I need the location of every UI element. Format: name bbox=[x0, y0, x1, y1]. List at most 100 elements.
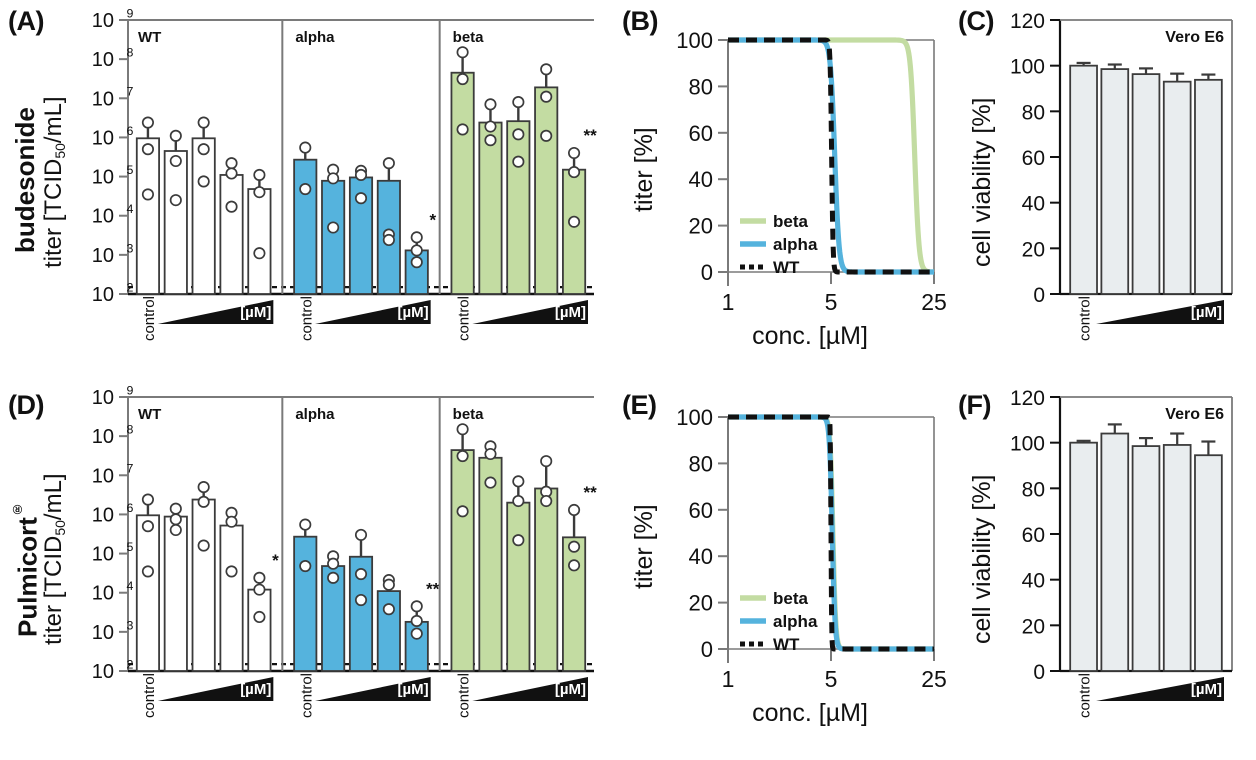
data-point bbox=[327, 557, 340, 570]
x-axis-decoration: control [µM] bbox=[456, 673, 588, 718]
bar bbox=[506, 501, 531, 672]
titer-group-WT: WT bbox=[135, 29, 272, 295]
titer-group-alpha: alpha ** bbox=[293, 406, 440, 672]
titer-group-beta: beta ** bbox=[450, 406, 597, 672]
y-tick-label: 10 9 bbox=[92, 383, 134, 409]
svg-text:10: 10 bbox=[92, 206, 114, 228]
row-title-pulmicort: Pulmicort® bbox=[10, 450, 44, 690]
bar bbox=[562, 168, 587, 295]
bar bbox=[1162, 80, 1192, 295]
data-point bbox=[512, 534, 525, 547]
y-tick-label: 102 bbox=[92, 657, 134, 683]
x-axis-decoration: control [µM] bbox=[456, 296, 588, 341]
x-cat-um: [µM] bbox=[1191, 304, 1222, 321]
data-point bbox=[410, 627, 423, 640]
x-axis-decoration: control [µM] bbox=[298, 296, 431, 341]
x-cat-um: [µM] bbox=[555, 304, 586, 321]
data-point bbox=[169, 523, 182, 537]
panel-a-y-axis-title: titer [TCID50/mL] bbox=[40, 96, 68, 269]
data-point bbox=[382, 603, 395, 616]
panel-e-x-axis-title: conc. [µM] bbox=[752, 699, 868, 727]
data-point bbox=[382, 578, 395, 591]
data-point bbox=[225, 167, 238, 180]
svg-text:6: 6 bbox=[127, 124, 134, 138]
data-point bbox=[197, 175, 210, 188]
data-point bbox=[253, 583, 266, 596]
data-point bbox=[568, 559, 581, 572]
y-tick-label: 10 8 bbox=[92, 423, 134, 449]
bar bbox=[293, 535, 318, 672]
data-point bbox=[484, 134, 497, 147]
bar bbox=[376, 590, 401, 672]
panel-b-x-axis-title: conc. [µM] bbox=[752, 322, 868, 350]
bar bbox=[562, 536, 587, 672]
y-tick-label: 10 6 bbox=[92, 124, 134, 150]
y-tick-label: 10 5 bbox=[92, 540, 134, 566]
group-label-WT: WT bbox=[138, 406, 161, 423]
bar bbox=[534, 86, 559, 295]
y-tick-label: 10 4 bbox=[92, 202, 134, 228]
data-point bbox=[197, 539, 210, 552]
svg-text:10: 10 bbox=[92, 504, 114, 526]
panel-d-y-axis-title: titer [TCID50/mL] bbox=[40, 473, 68, 646]
x-tick-label: 5 bbox=[825, 666, 838, 692]
data-point bbox=[197, 481, 210, 494]
data-point bbox=[540, 90, 553, 103]
data-point bbox=[382, 157, 395, 170]
svg-text:10: 10 bbox=[92, 622, 114, 644]
y-tick-label: 10 3 bbox=[92, 618, 134, 644]
data-point bbox=[327, 571, 340, 584]
data-point bbox=[410, 244, 423, 257]
cell-line-annotation: Vero E6 bbox=[1165, 29, 1224, 46]
panel-letter-c: (C) bbox=[958, 6, 994, 36]
data-point bbox=[197, 495, 210, 508]
data-point bbox=[253, 247, 266, 260]
x-cat-control: control bbox=[141, 296, 158, 341]
bar bbox=[163, 515, 188, 672]
bar bbox=[293, 158, 318, 295]
x-cat-um: [µM] bbox=[398, 304, 429, 321]
svg-text:10: 10 bbox=[92, 426, 114, 448]
data-point bbox=[568, 166, 581, 179]
data-point bbox=[299, 141, 312, 154]
row-title-pulmicort-label: Pulmicort bbox=[12, 517, 43, 638]
bar bbox=[1100, 432, 1130, 672]
data-point bbox=[197, 143, 210, 156]
data-point bbox=[410, 231, 423, 244]
group-label-beta: beta bbox=[453, 406, 485, 423]
significance-marker: ** bbox=[584, 126, 598, 145]
data-point bbox=[540, 494, 553, 508]
bar bbox=[135, 514, 160, 672]
panel-e-plot: 0 20 40 60 80 100 1 5 25 beta alpha WT bbox=[660, 391, 950, 692]
legend-label-WT: WT bbox=[773, 258, 800, 277]
svg-text:3: 3 bbox=[127, 618, 134, 632]
y-tick-label: 10 7 bbox=[92, 85, 134, 111]
panel-c-y-axis-title: cell viability [%] bbox=[968, 97, 996, 268]
y-tick-label: 60 bbox=[689, 498, 713, 523]
data-point bbox=[410, 256, 423, 269]
data-point bbox=[197, 116, 210, 129]
svg-text:10: 10 bbox=[92, 387, 114, 409]
data-point bbox=[141, 493, 154, 506]
panel-b-plot: 0 20 40 60 80 100 1 5 25 beta alpha WT bbox=[660, 14, 950, 315]
panel-f-plot: 0 20 40 60 80 100 120 Vero E6 control [µM] bbox=[998, 387, 1248, 718]
panel-c-plot: 0 20 40 60 80 100 120 Vero E6 control [µM] bbox=[998, 10, 1248, 341]
x-cat-control: control bbox=[456, 673, 473, 718]
x-axis-decoration: control [µM] bbox=[298, 673, 431, 718]
bar bbox=[219, 524, 244, 672]
data-point bbox=[169, 513, 182, 526]
bar bbox=[191, 498, 216, 672]
group-label-alpha: alpha bbox=[295, 29, 335, 46]
bar bbox=[1131, 73, 1161, 295]
significance-marker: * bbox=[429, 210, 436, 229]
y-tick-label: 10 3 bbox=[92, 241, 134, 267]
x-cat-control: control bbox=[1077, 296, 1094, 341]
data-point bbox=[512, 128, 525, 141]
bar bbox=[450, 449, 475, 672]
data-point bbox=[512, 96, 525, 109]
y-tick-label: 0 bbox=[701, 637, 713, 662]
svg-text:10: 10 bbox=[92, 245, 114, 267]
legend-label-WT: WT bbox=[773, 635, 800, 654]
data-point bbox=[225, 200, 238, 213]
data-point bbox=[141, 188, 154, 201]
